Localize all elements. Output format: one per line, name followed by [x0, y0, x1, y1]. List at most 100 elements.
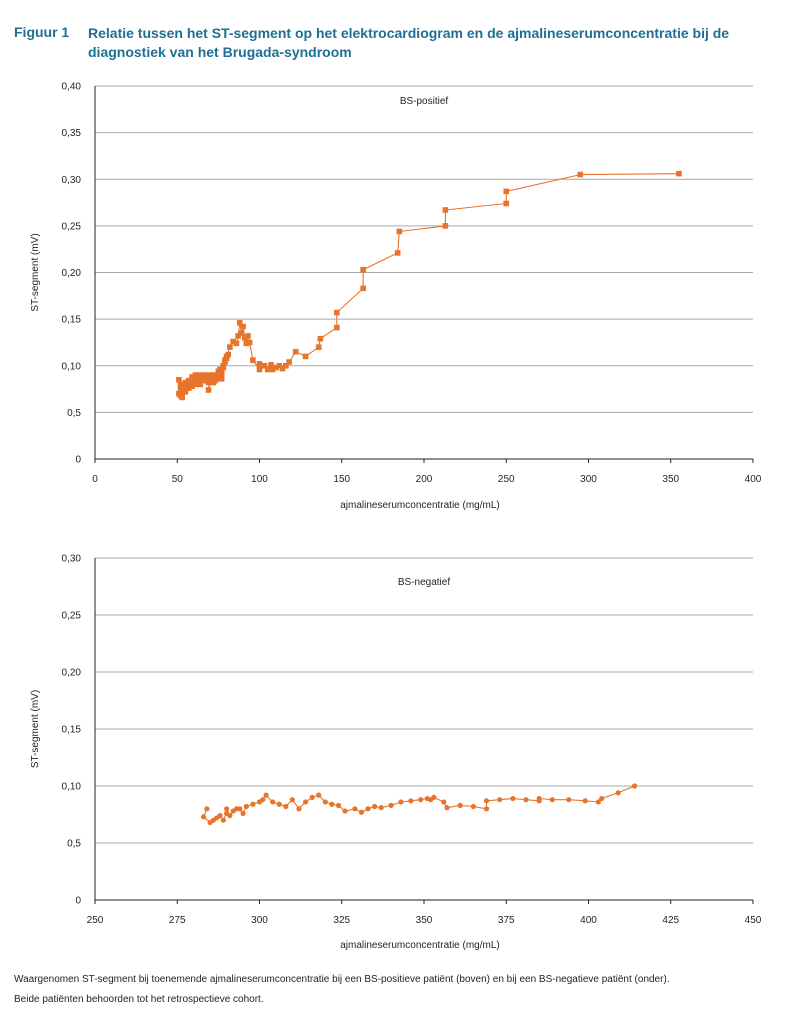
data-point — [238, 330, 245, 336]
series-line — [178, 173, 680, 399]
y-tick-label: 0,30 — [62, 175, 82, 186]
data-point — [220, 362, 227, 369]
data-point — [189, 374, 195, 380]
data-point — [236, 320, 243, 326]
data-point — [237, 806, 243, 812]
data-point — [352, 806, 358, 812]
data-point — [224, 806, 230, 812]
data-point — [631, 783, 638, 789]
data-point — [358, 809, 365, 815]
data-point — [577, 171, 584, 178]
data-point — [442, 207, 449, 213]
data-point — [372, 803, 378, 810]
data-point — [483, 806, 490, 812]
data-point — [205, 387, 212, 393]
chart-bs-positief: 0 0,5 0,10 0,15 0,20 0,25 0,30 0,35 0,40 0 50 100 15… — [30, 82, 762, 512]
data-point — [179, 394, 185, 401]
figure-label: Figuur 1 — [14, 24, 70, 40]
figure-caption: Waargenomen ST-segment bij toenemende aj… — [14, 970, 789, 1010]
x-axis-title: ajmalineserumconcentratie (mg/mL) — [340, 940, 500, 951]
data-point — [549, 797, 555, 803]
data-point — [197, 372, 204, 378]
data-point — [276, 801, 282, 807]
data-point — [503, 188, 510, 195]
y-tick-label: 0,10 — [62, 361, 82, 372]
chart-bs-negatief: 0 0,5 0,10 0,15 0,20 0,25 0,30 250 275 300 325 350 3… — [30, 554, 762, 952]
data-point — [241, 334, 248, 341]
data-point — [217, 813, 223, 819]
y-tick-label: 0,20 — [62, 668, 82, 679]
data-point — [213, 374, 220, 380]
charts-canvas: 0 0,5 0,10 0,15 0,20 0,25 0,30 0,35 0,40 0 50 100 15… — [30, 82, 762, 952]
x-tick-label: 375 — [498, 915, 515, 926]
data-point — [388, 802, 394, 808]
data-point — [230, 338, 236, 345]
data-point — [408, 798, 414, 804]
data-point — [264, 366, 271, 373]
data-point — [245, 333, 251, 339]
data-point — [394, 250, 401, 256]
data-point — [276, 362, 283, 369]
data-point — [595, 799, 601, 805]
data-point — [233, 340, 240, 347]
data-point — [227, 813, 233, 819]
data-point — [309, 794, 315, 801]
data-point — [334, 324, 340, 331]
data-point — [260, 797, 266, 803]
y-tick-label: 0,5 — [67, 408, 81, 419]
panel-label: BS-positief — [400, 96, 449, 107]
y-tick-label: 0,40 — [62, 82, 82, 93]
data-point — [240, 810, 246, 816]
y-tick-label: 0,25 — [62, 221, 82, 232]
data-point — [283, 803, 289, 810]
y-tick-label: 0,5 — [67, 839, 81, 850]
data-point — [398, 799, 404, 805]
data-point — [536, 795, 542, 802]
data-point — [289, 797, 295, 803]
data-point — [268, 362, 274, 368]
y-axis-title: ST-segment (mV) — [30, 690, 41, 768]
data-point — [441, 799, 447, 805]
data-point — [240, 323, 246, 330]
data-point — [210, 372, 217, 378]
data-point — [223, 355, 230, 362]
data-point — [243, 803, 249, 810]
data-point — [442, 223, 449, 229]
figure-title: Relatie tussen het ST-segment op het ele… — [88, 25, 730, 60]
data-point — [329, 801, 335, 807]
data-point — [218, 368, 225, 375]
series-line — [203, 785, 635, 824]
x-tick-label: 0 — [92, 474, 98, 485]
data-point — [256, 366, 263, 373]
y-tick-label: 0,35 — [62, 128, 82, 139]
data-point — [292, 348, 299, 355]
data-point — [296, 806, 302, 812]
data-point — [444, 805, 450, 811]
x-tick-label: 350 — [662, 474, 679, 485]
data-point — [431, 794, 437, 801]
data-point — [615, 790, 621, 796]
data-point — [270, 799, 276, 805]
data-point — [208, 376, 215, 382]
y-tick-label: 0,15 — [62, 315, 82, 326]
data-point — [189, 383, 195, 390]
data-point — [250, 801, 256, 807]
data-point — [243, 340, 250, 347]
x-tick-label: 300 — [251, 915, 268, 926]
y-tick-label: 0,30 — [62, 554, 82, 565]
data-point — [218, 376, 225, 382]
caption-line-2: Beide patiënten behoorden tot het retros… — [14, 994, 264, 1005]
x-tick-label: 400 — [745, 474, 762, 485]
data-point — [566, 797, 572, 803]
data-point — [246, 339, 253, 346]
data-point — [315, 344, 322, 350]
data-point — [218, 372, 225, 378]
data-point — [322, 799, 328, 805]
y-tick-label: 0,10 — [62, 782, 82, 793]
data-point — [192, 381, 199, 388]
data-point — [197, 381, 204, 388]
y-axis-title: ST-segment (mV) — [30, 233, 41, 311]
data-point — [225, 351, 232, 358]
data-point — [269, 366, 276, 373]
data-point — [227, 344, 233, 350]
